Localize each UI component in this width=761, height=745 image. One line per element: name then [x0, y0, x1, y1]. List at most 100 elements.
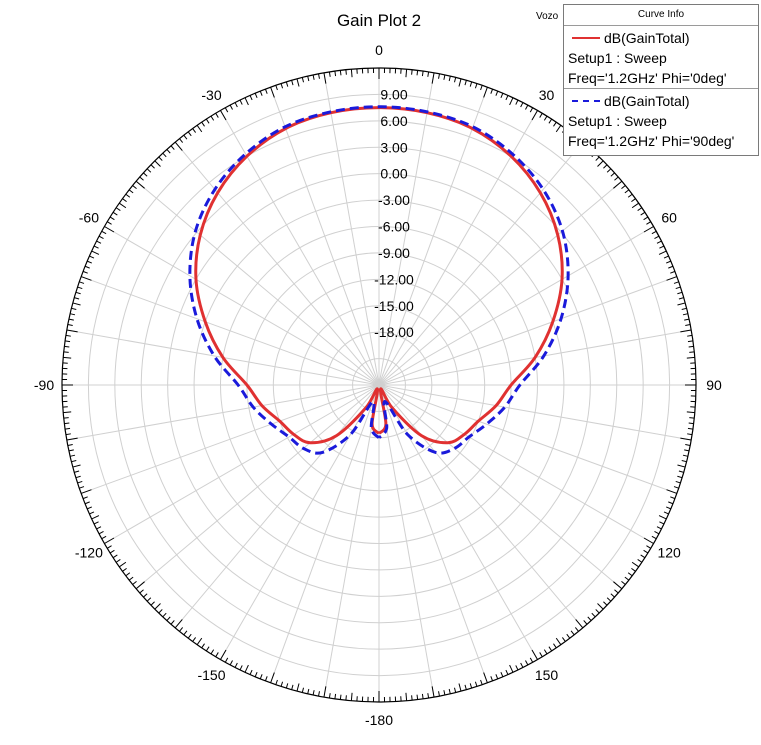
- tick-mark: [150, 601, 155, 606]
- tick-mark: [687, 340, 693, 343]
- tick-mark: [651, 535, 657, 540]
- tick-mark: [539, 113, 543, 118]
- tick-mark: [624, 189, 630, 194]
- tick-mark: [658, 250, 667, 255]
- tick-mark: [680, 329, 692, 333]
- tick-mark: [301, 687, 305, 693]
- angle-label: 0: [375, 42, 383, 58]
- tick-mark: [143, 172, 148, 177]
- legend-entry-2[interactable]: dB(GainTotal) Setup1 : Sweep Freq='1.2GH…: [564, 88, 758, 151]
- tick-mark: [448, 688, 451, 694]
- tick-mark: [63, 411, 72, 414]
- radial-label: -15.00: [374, 298, 414, 314]
- tick-mark: [174, 619, 183, 629]
- tick-mark: [109, 216, 115, 221]
- tick-mark: [474, 83, 478, 89]
- tick-mark: [345, 695, 347, 701]
- tick-mark: [170, 620, 175, 625]
- tick-mark: [509, 664, 514, 673]
- tick-mark: [684, 449, 690, 452]
- tick-mark: [416, 694, 419, 700]
- angle-label: 120: [657, 545, 681, 561]
- radial-label: -6.00: [378, 219, 410, 235]
- tick-mark: [307, 76, 310, 82]
- tick-mark: [525, 104, 529, 110]
- tick-mark: [196, 637, 203, 645]
- tick-mark: [74, 470, 80, 473]
- tick-mark: [71, 307, 77, 311]
- tick-mark: [285, 683, 289, 689]
- tick-mark: [119, 202, 127, 209]
- tick-mark: [597, 603, 604, 610]
- tick-mark: [637, 207, 643, 211]
- tick-mark: [603, 601, 608, 606]
- tick-mark: [89, 511, 95, 515]
- tick-mark: [350, 692, 353, 701]
- legend[interactable]: Curve Info dB(GainTotal) Setup1 : Sweep …: [563, 4, 759, 156]
- tick-mark: [65, 433, 71, 436]
- tick-mark: [210, 115, 215, 121]
- tick-mark: [323, 72, 327, 84]
- tick-mark: [318, 691, 320, 697]
- legend-entry-2-line1: Setup1 : Sweep: [568, 113, 667, 129]
- tick-mark: [128, 576, 134, 581]
- tick-mark: [631, 567, 636, 572]
- tick-mark: [675, 286, 681, 290]
- tick-mark: [63, 417, 69, 419]
- legend-swatch-red: [572, 37, 600, 39]
- tick-mark: [561, 637, 566, 642]
- legend-header: Curve Info: [564, 5, 758, 26]
- grid-spoke: [378, 180, 623, 386]
- angle-label: 30: [539, 87, 555, 103]
- tick-mark: [259, 90, 263, 96]
- tick-mark: [158, 609, 163, 614]
- tick-mark: [98, 531, 104, 535]
- tick-mark: [654, 531, 660, 535]
- grid-spoke: [66, 384, 380, 441]
- tick-mark: [566, 633, 571, 639]
- legend-entry-1[interactable]: dB(GainTotal) Setup1 : Sweep Freq='1.2GH…: [564, 26, 758, 88]
- tick-mark: [515, 665, 519, 671]
- tick-mark: [224, 107, 229, 113]
- tick-mark: [259, 674, 263, 680]
- angle-label: -60: [79, 210, 99, 226]
- tick-mark: [220, 649, 227, 660]
- tick-mark: [119, 561, 127, 568]
- tick-mark: [67, 444, 73, 446]
- tick-mark: [244, 97, 249, 106]
- tick-mark: [495, 674, 499, 680]
- tick-mark: [64, 422, 70, 425]
- tick-mark: [64, 345, 70, 348]
- tick-mark: [239, 665, 243, 671]
- tick-mark: [431, 686, 435, 698]
- angle-label: -120: [75, 545, 103, 561]
- tick-mark: [689, 351, 695, 353]
- tick-mark: [139, 176, 144, 181]
- tick-mark: [480, 679, 483, 685]
- tick-mark: [291, 684, 294, 690]
- tick-mark: [122, 198, 127, 203]
- tick-mark: [174, 141, 183, 151]
- tick-mark: [187, 131, 192, 137]
- tick-mark: [93, 521, 99, 525]
- tick-mark: [301, 77, 305, 83]
- tick-mark: [65, 427, 71, 430]
- tick-mark: [229, 660, 233, 666]
- tick-mark: [591, 612, 596, 618]
- chart-title: Gain Plot 2: [337, 11, 421, 30]
- tick-mark: [154, 603, 161, 610]
- grid-spoke: [104, 384, 380, 544]
- corner-label: Vozo: [536, 11, 559, 22]
- tick-mark: [115, 559, 121, 563]
- tick-mark: [296, 683, 300, 692]
- tick-mark: [146, 597, 152, 602]
- grid-spoke: [270, 86, 380, 386]
- radial-label: 6.00: [380, 113, 407, 129]
- tick-mark: [334, 71, 337, 77]
- tick-mark: [427, 693, 430, 699]
- tick-mark: [685, 324, 691, 326]
- tick-mark: [96, 526, 102, 530]
- grid-spoke: [378, 276, 678, 386]
- tick-mark: [673, 486, 679, 489]
